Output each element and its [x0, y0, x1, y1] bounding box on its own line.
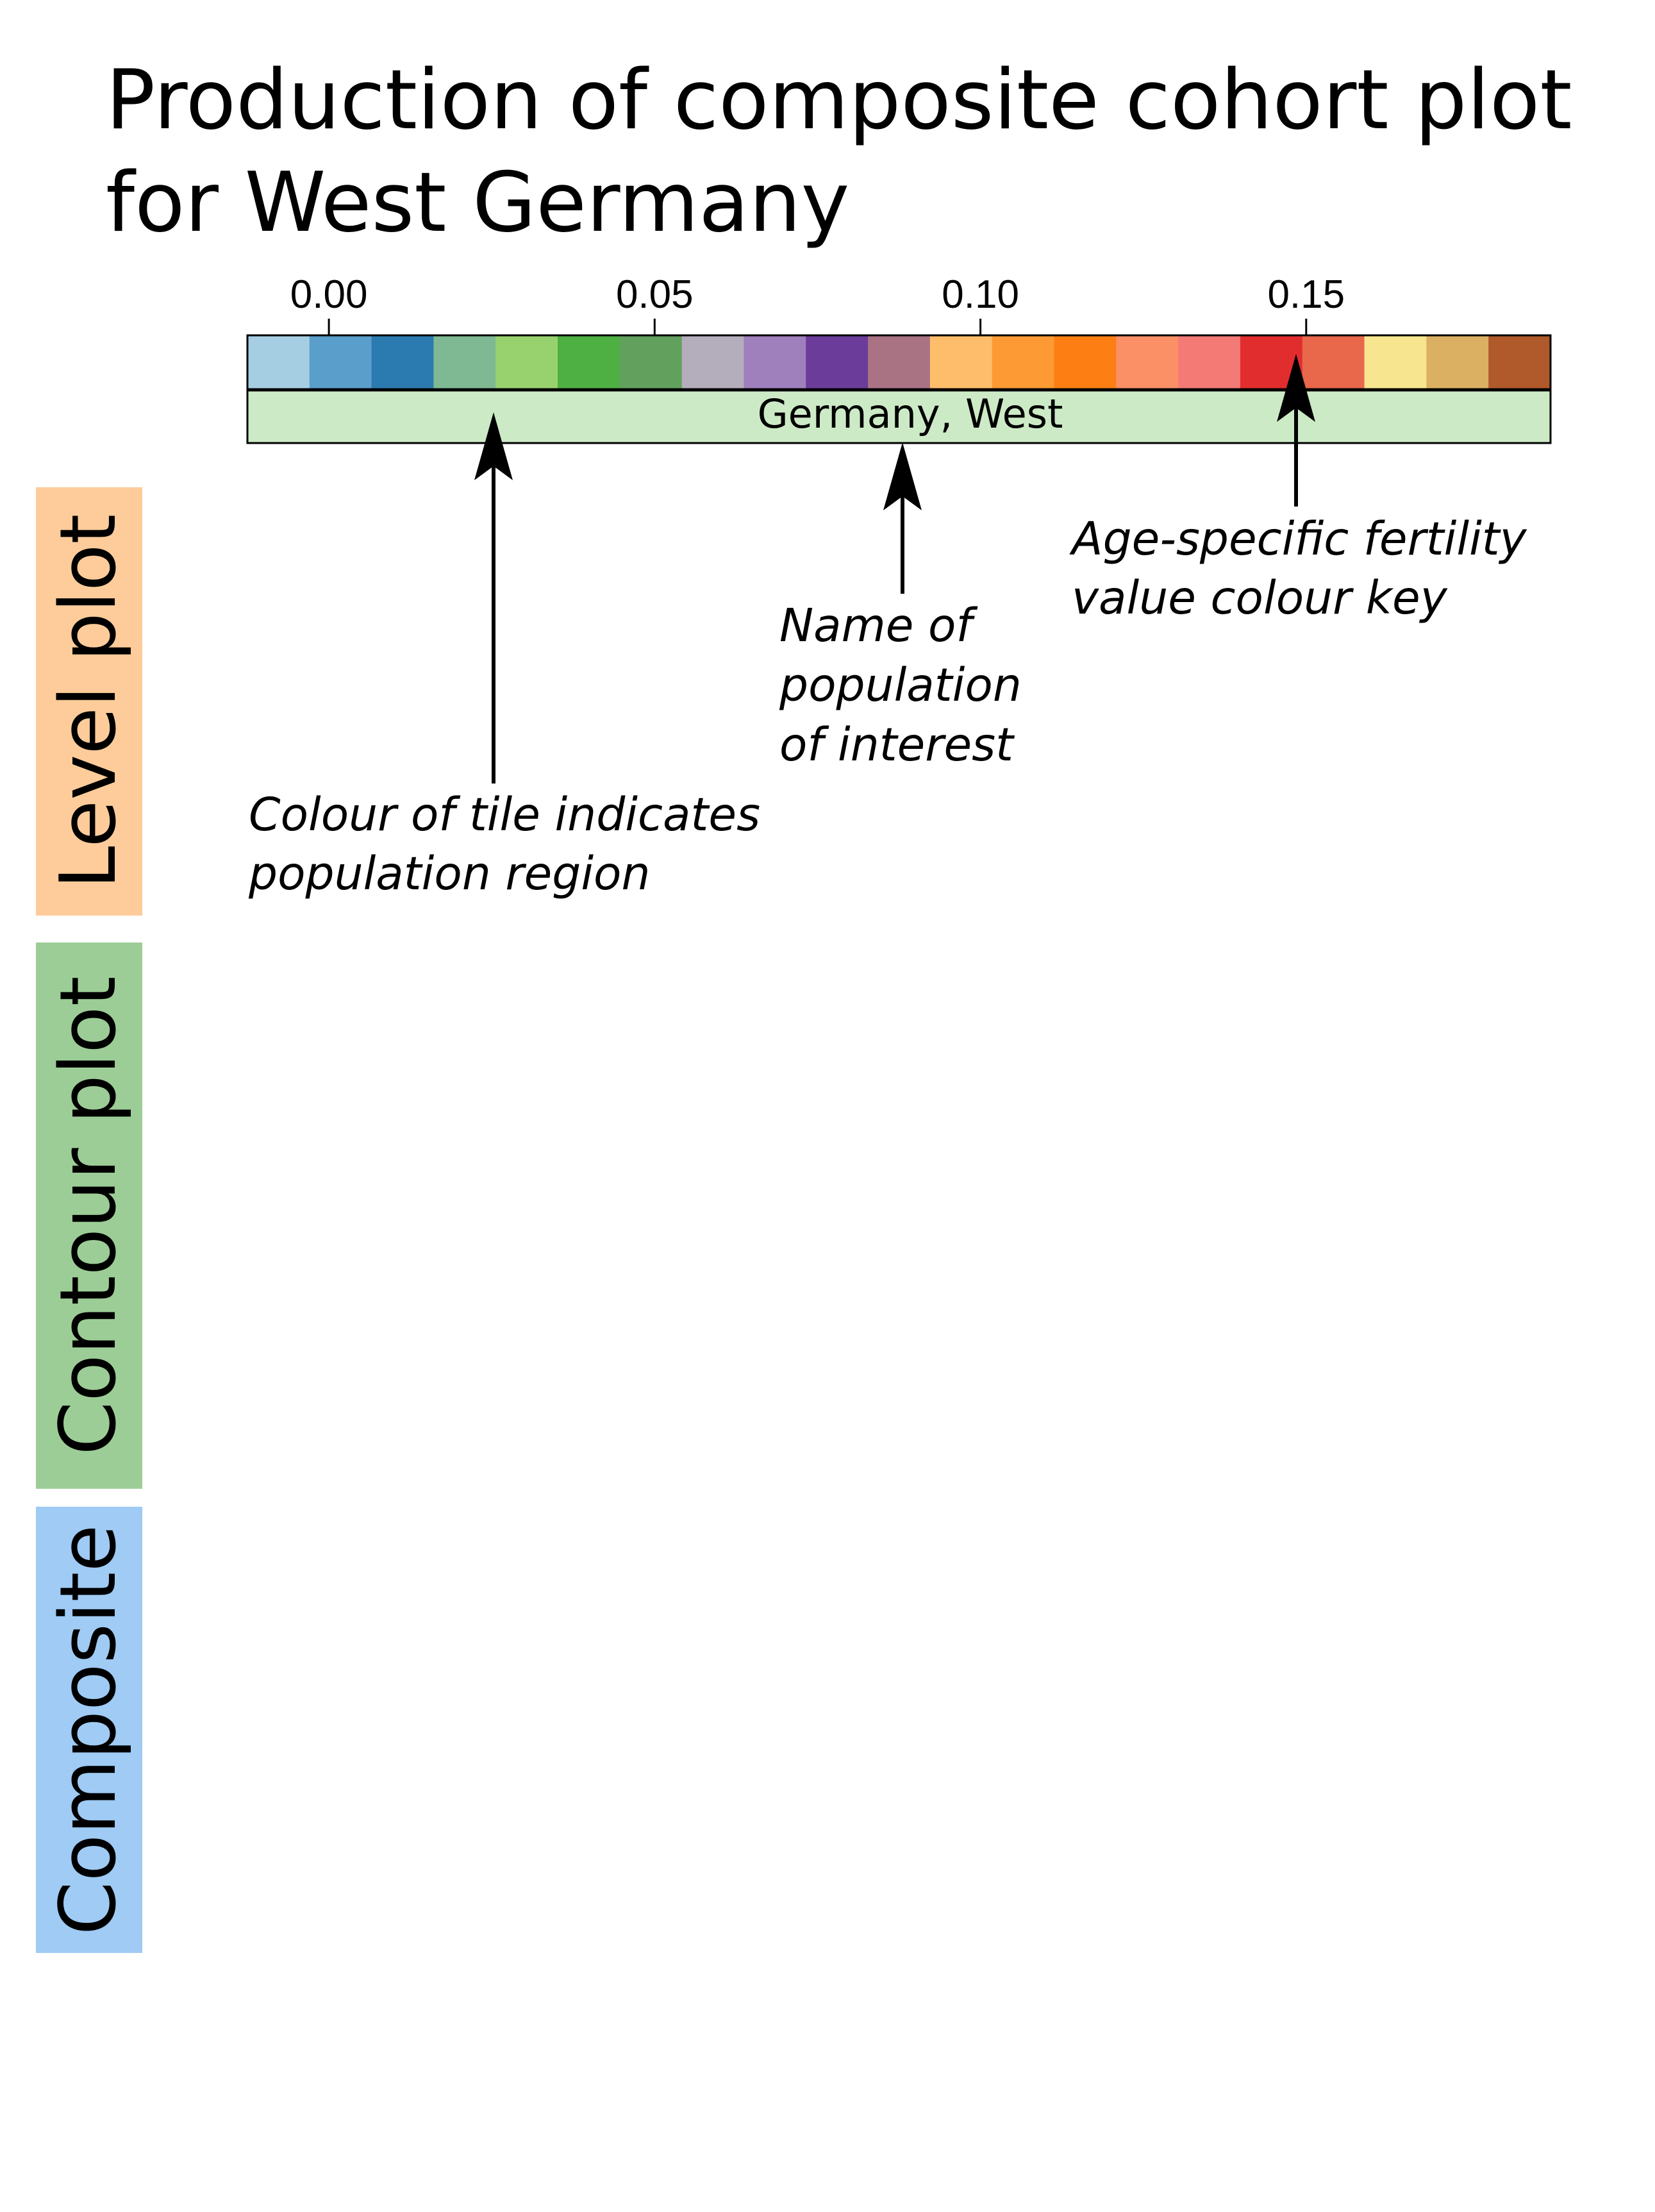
side-label-contour-plot: Contour plot: [36, 943, 142, 1489]
side-label-level-plot-background: [36, 487, 142, 916]
colour-key-swatch: [681, 335, 745, 389]
colour-key-swatch: [1178, 335, 1241, 389]
colour-key-swatch: [1116, 335, 1179, 389]
colour-key-swatch: [1426, 335, 1489, 389]
colour-key-tick-label: 0.00: [290, 272, 368, 317]
colour-key-bar: [247, 335, 1551, 389]
tile-colour-note-line-2: population region: [248, 847, 651, 900]
colour-key-tick-label: 0.15: [1267, 272, 1345, 317]
colour-key-note-line-1: Age-specific fertility: [1069, 512, 1527, 566]
population-name-note-line-3: of interest: [779, 718, 1015, 771]
colour-key-swatch: [1054, 335, 1117, 389]
colour-key-swatch: [929, 335, 993, 389]
side-label-composite-text: Composite: [44, 1525, 133, 1935]
side-label-composite-background: [36, 1507, 142, 1953]
arrow-colour-key: [1277, 354, 1315, 507]
tile-colour-note-line-1: Colour of tile indicates: [249, 788, 760, 841]
colour-key-swatch: [1488, 335, 1551, 389]
colour-key-swatch: [744, 335, 806, 389]
side-label-contour-plot-text: Contour plot: [44, 976, 133, 1455]
colour-key-outline: [246, 334, 1552, 390]
colour-key-swatch: [558, 335, 620, 389]
colour-key-axis: 0.00 0.05 0.10 0.15: [290, 272, 1345, 335]
colour-key-swatch: [619, 335, 683, 389]
population-name-note-line-1: Name of: [779, 599, 977, 652]
colour-key-swatch: [806, 335, 869, 389]
colour-key-tick-label: 0.10: [942, 272, 1019, 317]
population-name-label: Germany, West: [758, 390, 1063, 437]
colour-key-swatch: [1302, 335, 1365, 389]
side-label-level-plot: Level plot: [36, 487, 142, 916]
colour-key-swatch: [495, 335, 558, 389]
population-name-band: [246, 389, 1552, 444]
arrow-tile-colour: [474, 412, 513, 783]
colour-key-swatch: [868, 335, 931, 389]
colour-key-swatch: [247, 335, 310, 389]
colour-key-swatch: [309, 335, 372, 389]
colour-key-swatch: [1364, 335, 1427, 389]
population-name-note-line-2: population: [779, 658, 1022, 712]
side-label-level-plot-text: Level plot: [44, 514, 133, 889]
figure-title-line-1: Production of composite cohort plot: [106, 53, 1572, 148]
side-label-composite: Composite: [36, 1507, 142, 1953]
colour-key-swatch: [371, 335, 435, 389]
arrow-population-name: [883, 442, 922, 594]
colour-key-note-line-2: value colour key: [1072, 571, 1448, 624]
side-label-contour-plot-background: [36, 943, 142, 1489]
colour-key-swatch: [992, 335, 1055, 389]
colour-key-tick-label: 0.05: [616, 272, 694, 317]
colour-key-swatch: [433, 335, 496, 389]
figure-title-line-2: for West Germany: [106, 155, 849, 251]
